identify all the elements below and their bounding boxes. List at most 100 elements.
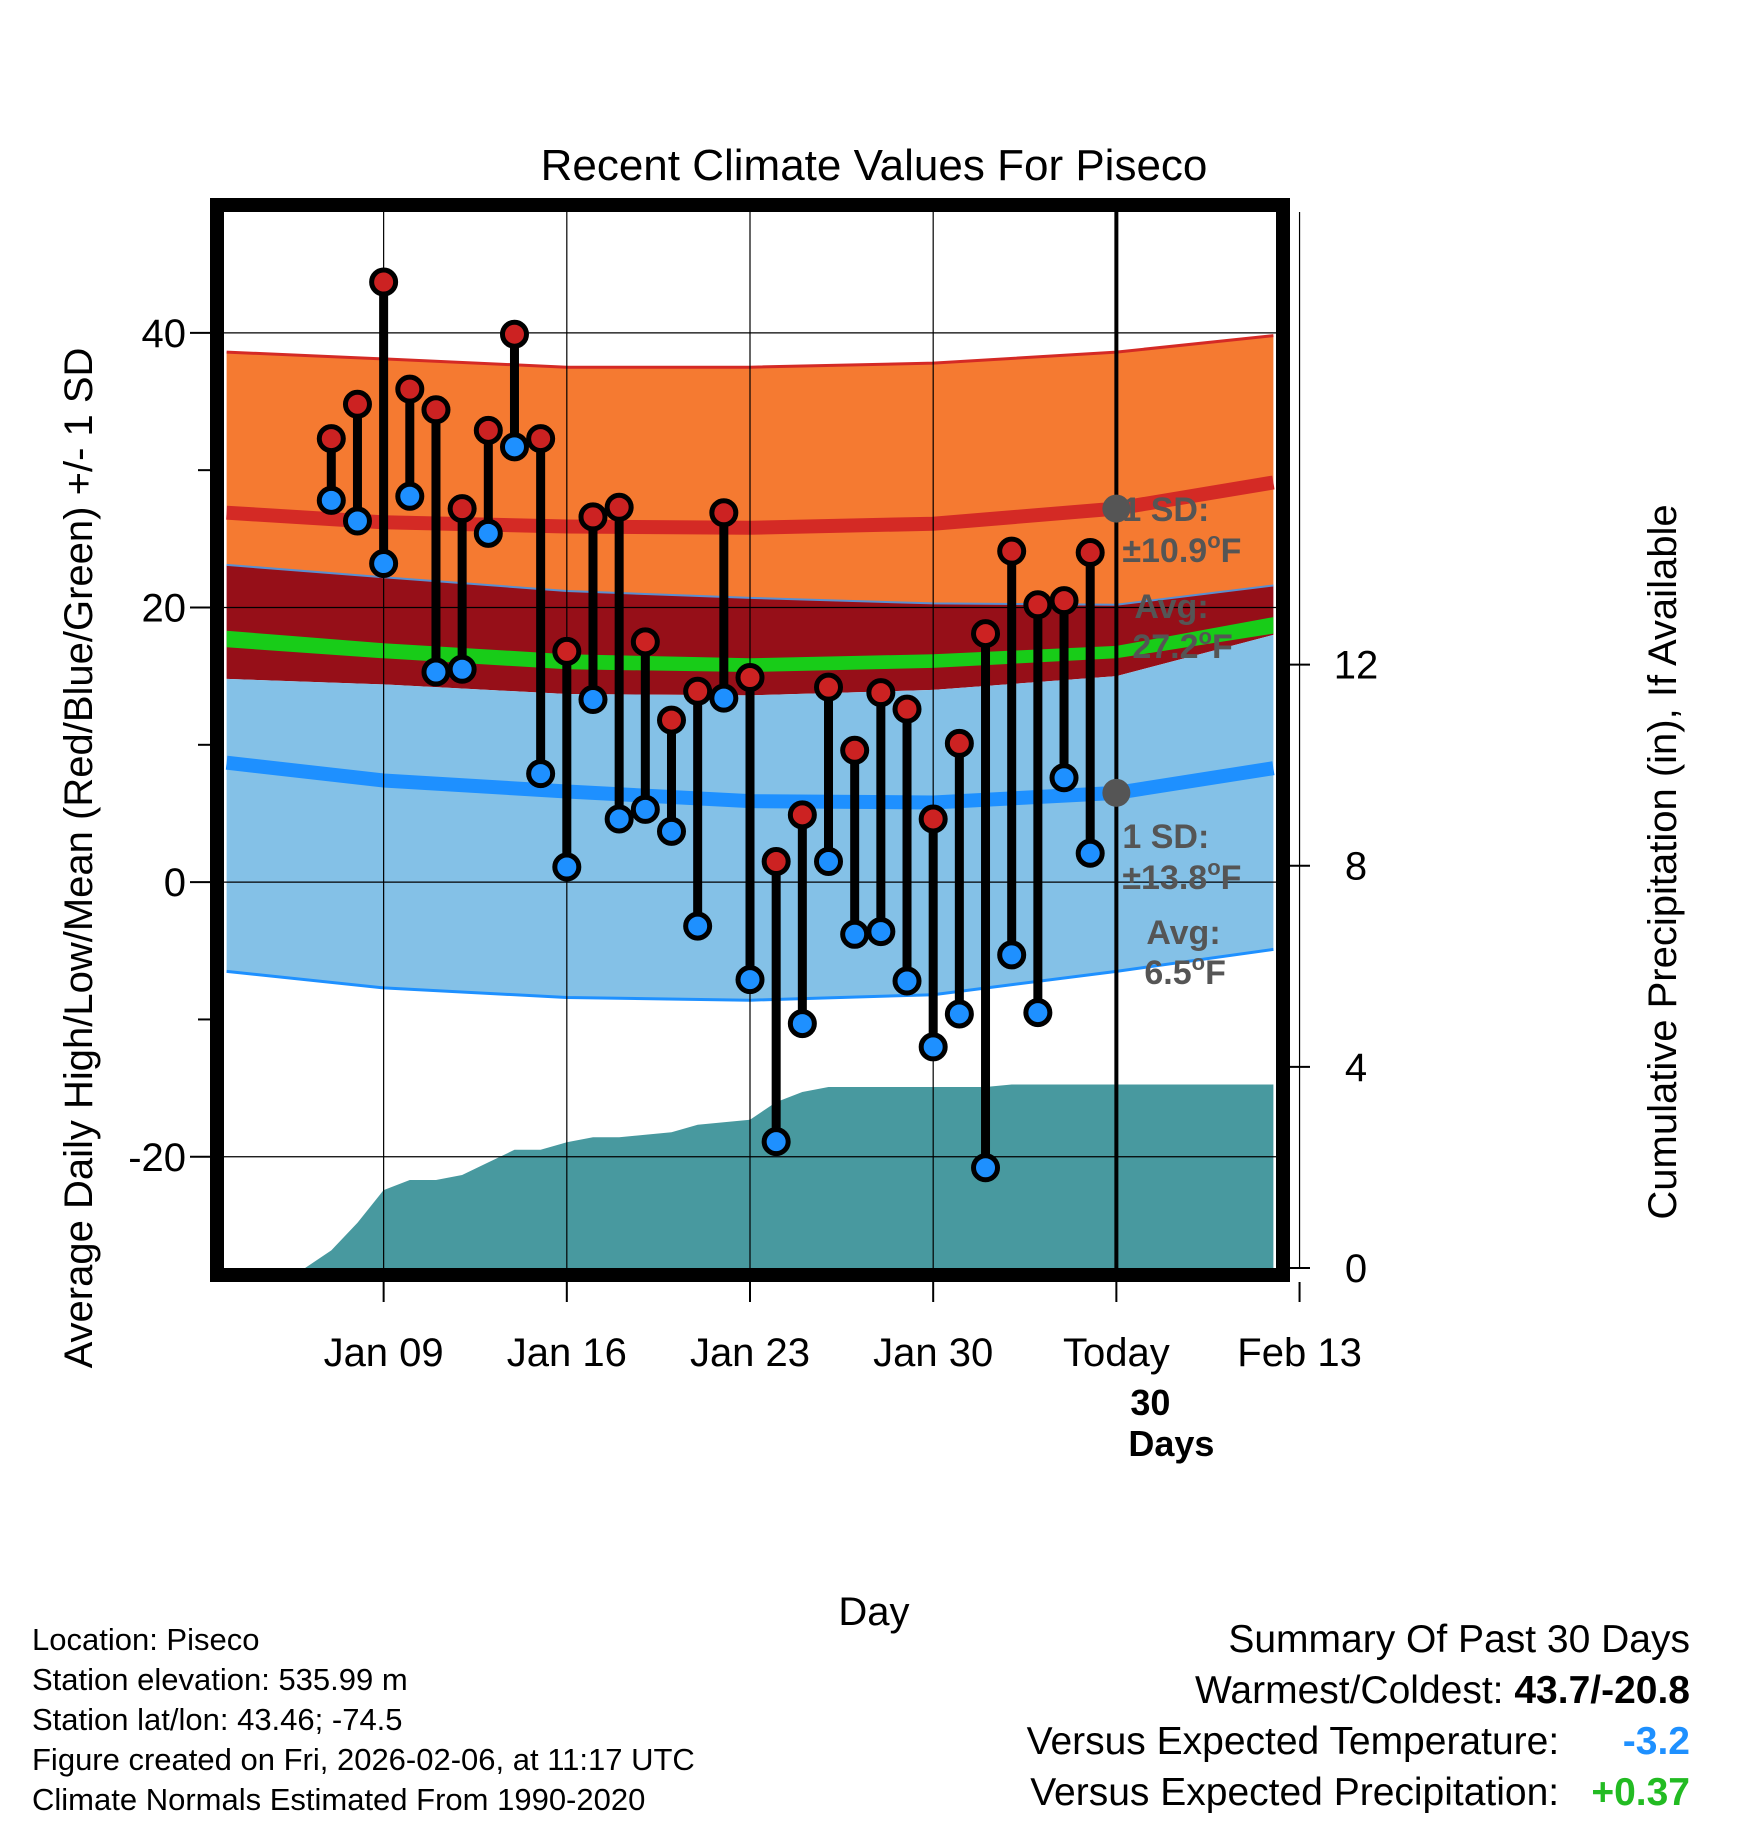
high-avg-value: 27.2oF — [1132, 624, 1232, 666]
x-tick-label: Jan 23 — [690, 1331, 810, 1375]
low-point — [971, 1153, 1001, 1183]
high-point — [918, 804, 948, 834]
x-tick-label: Jan 30 — [873, 1331, 993, 1375]
days-count-label: 30 — [1130, 1382, 1170, 1423]
y2-tick-label: 0 — [1345, 1247, 1367, 1291]
created-text: Figure created on Fri, 2026-02-06, at 11… — [32, 1742, 695, 1777]
high-point — [735, 663, 765, 693]
high-point — [630, 627, 660, 657]
high-point — [1023, 590, 1053, 620]
y2-tick-label: 4 — [1345, 1046, 1367, 1090]
low-avg-label: Avg: — [1146, 914, 1220, 952]
high-point — [683, 676, 713, 706]
high-point — [1075, 538, 1105, 568]
high-point — [866, 678, 896, 708]
high-point — [526, 424, 556, 454]
low-point — [866, 917, 896, 947]
low-point — [552, 852, 582, 882]
low-point — [316, 485, 346, 515]
low-sd-label: 1 SD: — [1122, 818, 1209, 856]
precip-label: Versus Expected Precipitation: — [1030, 1771, 1560, 1814]
low-point — [447, 654, 477, 684]
low-point — [683, 911, 713, 941]
warm-cold-row: Warmest/Coldest: 43.7/-20.8 — [1027, 1665, 1690, 1716]
low-point — [1049, 763, 1079, 793]
warm-cold-label: Warmest/Coldest: — [1195, 1669, 1504, 1712]
y-tick-label: 0 — [164, 861, 186, 905]
high-point — [944, 728, 974, 758]
high-point — [761, 847, 791, 877]
high-point — [447, 494, 477, 524]
high-sd-value: ±10.9oF — [1122, 528, 1241, 570]
location-text: Location: Piseco — [32, 1622, 260, 1657]
plot-border — [210, 198, 1290, 1282]
high-point — [997, 536, 1027, 566]
low-point — [630, 794, 660, 824]
y-tick-label: 40 — [142, 312, 187, 356]
high-point — [709, 498, 739, 528]
high-point — [421, 395, 451, 425]
high-point — [316, 424, 346, 454]
low-point — [892, 966, 922, 996]
high-point — [473, 415, 503, 445]
high-point — [1049, 586, 1079, 616]
low-point — [499, 432, 529, 462]
x-tick-label: Jan 16 — [507, 1331, 627, 1375]
low-point — [395, 481, 425, 511]
high-point — [971, 619, 1001, 649]
high-point — [499, 319, 529, 349]
today-low-avg-marker — [1102, 778, 1131, 807]
high-point — [395, 374, 425, 404]
y-tick-label: 20 — [142, 586, 187, 630]
low-point — [944, 999, 974, 1029]
x-tick-label: Today — [1063, 1331, 1170, 1375]
low-point — [342, 506, 372, 536]
low-point — [761, 1127, 791, 1157]
high-point — [552, 636, 582, 666]
y-tick-label: -20 — [128, 1136, 186, 1180]
y2-axis-label: Cumulative Precipitation (in), If Availa… — [1641, 504, 1685, 1219]
y2-tick-label: 12 — [1334, 644, 1379, 688]
low-point — [1023, 998, 1053, 1028]
days-word-label: Days — [1128, 1423, 1214, 1464]
low-point — [473, 518, 503, 548]
high-point — [604, 492, 634, 522]
y-axis-label: Average Daily High/Low/Mean (Red/Blue/Gr… — [57, 348, 101, 1369]
temp-row: Versus Expected Temperature: -3.2 — [1027, 1716, 1690, 1767]
chart-title: Recent Climate Values For Piseco — [541, 141, 1208, 190]
x-axis-label: Day — [838, 1590, 909, 1634]
normals-text: Climate Normals Estimated From 1990-2020 — [32, 1782, 646, 1817]
temp-label: Versus Expected Temperature: — [1026, 1720, 1560, 1763]
high-point — [840, 735, 870, 765]
elevation-text: Station elevation: 535.99 m — [32, 1662, 408, 1697]
temperature-points — [316, 267, 1105, 1183]
low-point — [526, 759, 556, 789]
precip-value: +0.37 — [1591, 1771, 1690, 1814]
low-point — [787, 1009, 817, 1039]
low-point — [709, 683, 739, 713]
temperature-stems — [326, 282, 1095, 1168]
high-point — [892, 694, 922, 724]
high-sd-label: 1 SD: — [1122, 491, 1209, 529]
today-high-avg-marker — [1102, 494, 1131, 523]
low-point — [656, 816, 686, 846]
x-tick-label: Feb 13 — [1237, 1331, 1362, 1375]
high-point — [578, 502, 608, 532]
low-point — [997, 940, 1027, 970]
warm-cold-value: 43.7/-20.8 — [1514, 1669, 1690, 1712]
high-avg-label: Avg: — [1134, 588, 1208, 626]
low-sd-value: ±13.8oF — [1122, 855, 1241, 897]
low-point — [1075, 838, 1105, 868]
high-point — [656, 705, 686, 735]
summary-panel: Summary Of Past 30 Days Warmest/Coldest:… — [1027, 1614, 1690, 1818]
high-point — [369, 267, 399, 297]
station-info: Location: Piseco Station elevation: 535.… — [32, 1620, 695, 1820]
latlon-text: Station lat/lon: 43.46; -74.5 — [32, 1702, 403, 1737]
summary-title: Summary Of Past 30 Days — [1228, 1618, 1690, 1661]
low-point — [735, 965, 765, 995]
plot-frame — [210, 198, 1290, 1282]
low-point — [578, 684, 608, 714]
